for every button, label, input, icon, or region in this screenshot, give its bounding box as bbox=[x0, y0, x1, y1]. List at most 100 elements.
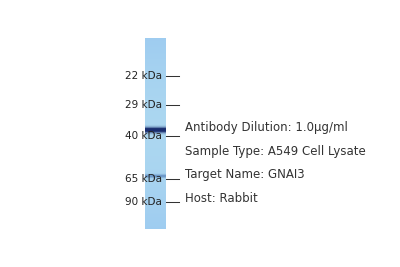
Bar bbox=[144, 107, 166, 108]
Bar bbox=[144, 131, 166, 132]
Bar bbox=[144, 45, 166, 46]
Bar bbox=[144, 201, 166, 202]
Bar bbox=[144, 56, 166, 57]
Bar bbox=[144, 40, 166, 41]
Bar bbox=[144, 187, 166, 188]
Bar bbox=[144, 53, 166, 54]
Bar bbox=[144, 79, 166, 80]
Bar bbox=[144, 70, 166, 71]
Bar bbox=[144, 77, 166, 78]
Bar bbox=[144, 125, 166, 126]
Bar bbox=[144, 224, 166, 225]
Bar bbox=[144, 73, 166, 74]
Bar bbox=[144, 219, 166, 221]
Bar bbox=[144, 68, 166, 69]
Bar bbox=[144, 140, 166, 142]
Bar bbox=[144, 215, 166, 216]
Bar bbox=[144, 134, 166, 135]
Bar bbox=[144, 147, 166, 148]
Bar bbox=[144, 70, 166, 71]
Bar bbox=[144, 93, 166, 94]
Text: Host: Rabbit: Host: Rabbit bbox=[185, 192, 258, 205]
Bar bbox=[144, 63, 166, 64]
Bar bbox=[144, 129, 166, 131]
Bar bbox=[144, 43, 166, 44]
Bar bbox=[144, 80, 166, 81]
Bar bbox=[144, 149, 166, 150]
Bar bbox=[144, 60, 166, 61]
Bar bbox=[144, 126, 166, 127]
Bar bbox=[144, 41, 166, 42]
Bar bbox=[144, 228, 166, 229]
Bar bbox=[144, 177, 166, 178]
Bar bbox=[144, 81, 166, 82]
Bar bbox=[144, 190, 166, 191]
Bar bbox=[144, 163, 166, 164]
Bar bbox=[144, 203, 166, 205]
Bar bbox=[144, 153, 166, 154]
Bar bbox=[144, 132, 166, 133]
Bar bbox=[144, 216, 166, 217]
Bar bbox=[144, 58, 166, 59]
Bar bbox=[144, 178, 166, 179]
Bar bbox=[144, 225, 166, 226]
Bar bbox=[144, 84, 166, 85]
Bar bbox=[144, 186, 166, 187]
Bar bbox=[144, 97, 166, 98]
Bar bbox=[144, 131, 166, 132]
Bar bbox=[144, 78, 166, 80]
Text: 40 kDa: 40 kDa bbox=[125, 131, 162, 141]
Bar bbox=[144, 67, 166, 68]
Bar bbox=[144, 189, 166, 190]
Bar bbox=[144, 72, 166, 73]
Bar bbox=[144, 39, 166, 40]
Bar bbox=[144, 226, 166, 227]
Bar bbox=[144, 193, 166, 194]
Bar bbox=[144, 38, 166, 39]
Bar bbox=[144, 179, 166, 180]
Bar bbox=[144, 91, 166, 92]
Bar bbox=[144, 225, 166, 226]
Bar bbox=[144, 174, 166, 175]
Bar bbox=[144, 129, 166, 130]
Bar bbox=[144, 86, 166, 87]
Bar bbox=[144, 69, 166, 70]
Bar bbox=[144, 71, 166, 72]
Bar bbox=[144, 186, 166, 187]
Bar bbox=[144, 118, 166, 119]
Bar bbox=[144, 105, 166, 107]
Bar bbox=[144, 207, 166, 208]
Bar bbox=[144, 134, 166, 135]
Bar bbox=[144, 129, 166, 130]
Bar bbox=[144, 223, 166, 224]
Bar bbox=[144, 80, 166, 81]
Bar bbox=[144, 135, 166, 136]
Bar bbox=[144, 184, 166, 185]
Bar bbox=[144, 44, 166, 45]
Bar bbox=[144, 179, 166, 180]
Bar bbox=[144, 112, 166, 113]
Bar bbox=[144, 65, 166, 66]
Bar bbox=[144, 167, 166, 168]
Bar bbox=[144, 158, 166, 159]
Bar bbox=[144, 147, 166, 148]
Bar bbox=[144, 124, 166, 125]
Bar bbox=[144, 124, 166, 125]
Bar bbox=[144, 210, 166, 211]
Bar bbox=[144, 122, 166, 123]
Bar bbox=[144, 175, 166, 176]
Bar bbox=[144, 173, 166, 174]
Bar bbox=[144, 198, 166, 199]
Bar bbox=[144, 136, 166, 137]
Bar bbox=[144, 191, 166, 192]
Bar bbox=[144, 135, 166, 136]
Bar bbox=[144, 106, 166, 107]
Bar bbox=[144, 173, 166, 174]
Bar bbox=[144, 162, 166, 163]
Bar bbox=[144, 128, 166, 129]
Bar bbox=[144, 120, 166, 121]
Bar bbox=[144, 96, 166, 97]
Bar bbox=[144, 197, 166, 198]
Bar bbox=[144, 124, 166, 125]
Bar bbox=[144, 56, 166, 57]
